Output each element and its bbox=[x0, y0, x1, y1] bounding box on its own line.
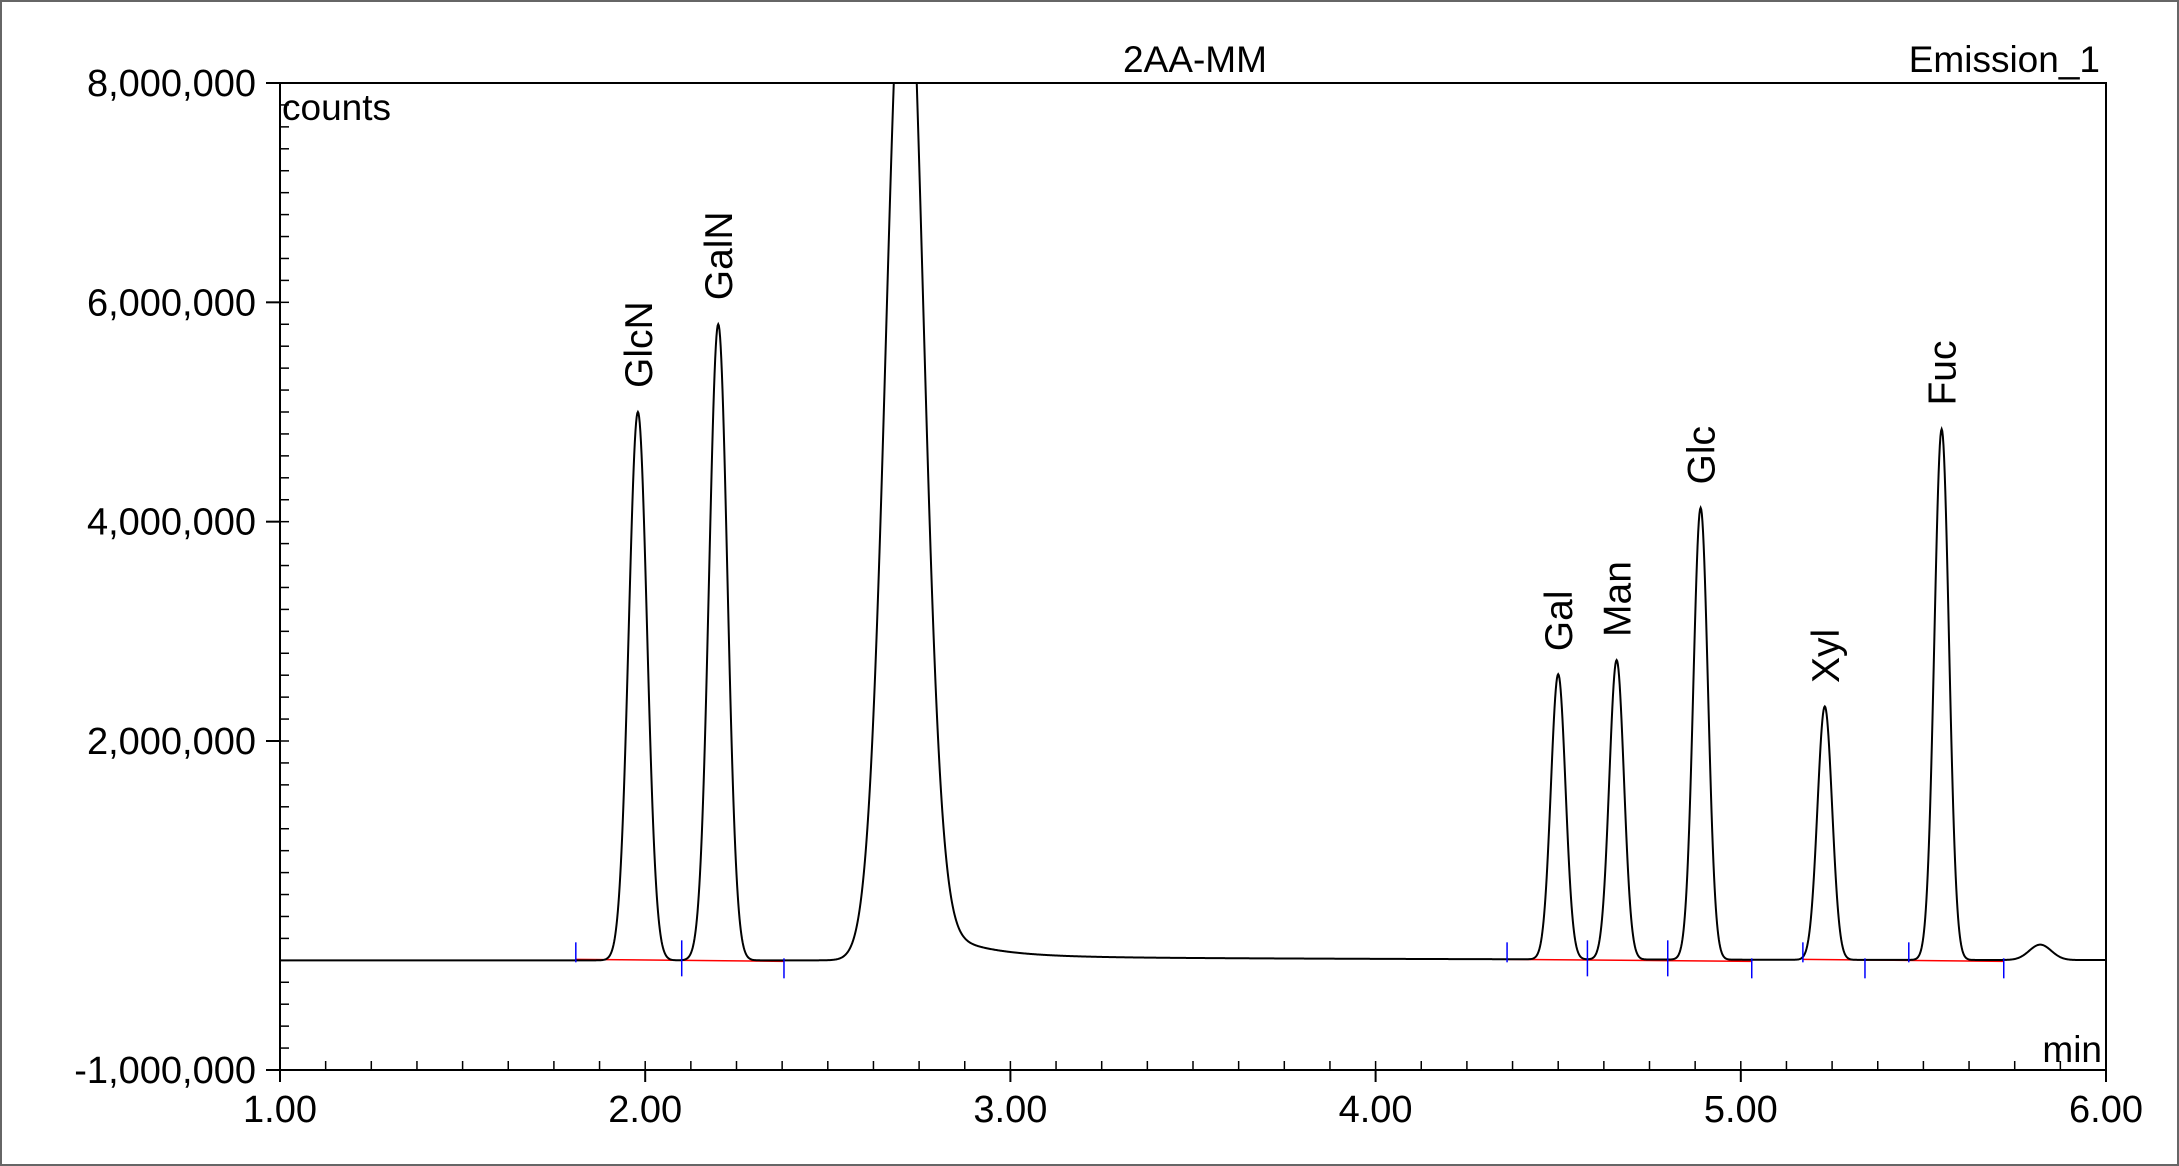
x-tick-label: 2.00 bbox=[608, 1089, 682, 1131]
x-tick-label: 1.00 bbox=[243, 1089, 317, 1131]
x-tick-label: 6.00 bbox=[2069, 1089, 2143, 1131]
peak-label: GlcN bbox=[618, 301, 661, 388]
y-tick-label: 4,000,000 bbox=[87, 502, 256, 544]
chromatogram-trace bbox=[280, 83, 2106, 962]
peak-label: Man bbox=[1597, 561, 1640, 637]
plot-area bbox=[279, 82, 2107, 1071]
peak-label: Gal bbox=[1538, 590, 1581, 651]
peak-label: GalN bbox=[698, 211, 741, 300]
y-tick-label: -1,000,000 bbox=[74, 1050, 256, 1092]
peak-label: Fuc bbox=[1922, 341, 1965, 406]
channel-label: Emission_1 bbox=[1909, 39, 2100, 80]
x-tick-label: 3.00 bbox=[973, 1089, 1047, 1131]
x-axis-label: min bbox=[2042, 1029, 2102, 1070]
x-tick-label: 4.00 bbox=[1339, 1089, 1413, 1131]
chart-title: 2AA-MM bbox=[1123, 39, 1267, 80]
y-axis-label: counts bbox=[282, 87, 391, 128]
y-tick-label: 8,000,000 bbox=[87, 63, 256, 105]
y-tick-label: 6,000,000 bbox=[87, 282, 256, 324]
integration-baseline bbox=[1507, 958, 1752, 963]
peak-label: Glc bbox=[1681, 426, 1724, 485]
y-tick-label: 2,000,000 bbox=[87, 721, 256, 763]
x-tick-label: 5.00 bbox=[1704, 1089, 1778, 1131]
peak-label: Xyl bbox=[1805, 629, 1848, 683]
